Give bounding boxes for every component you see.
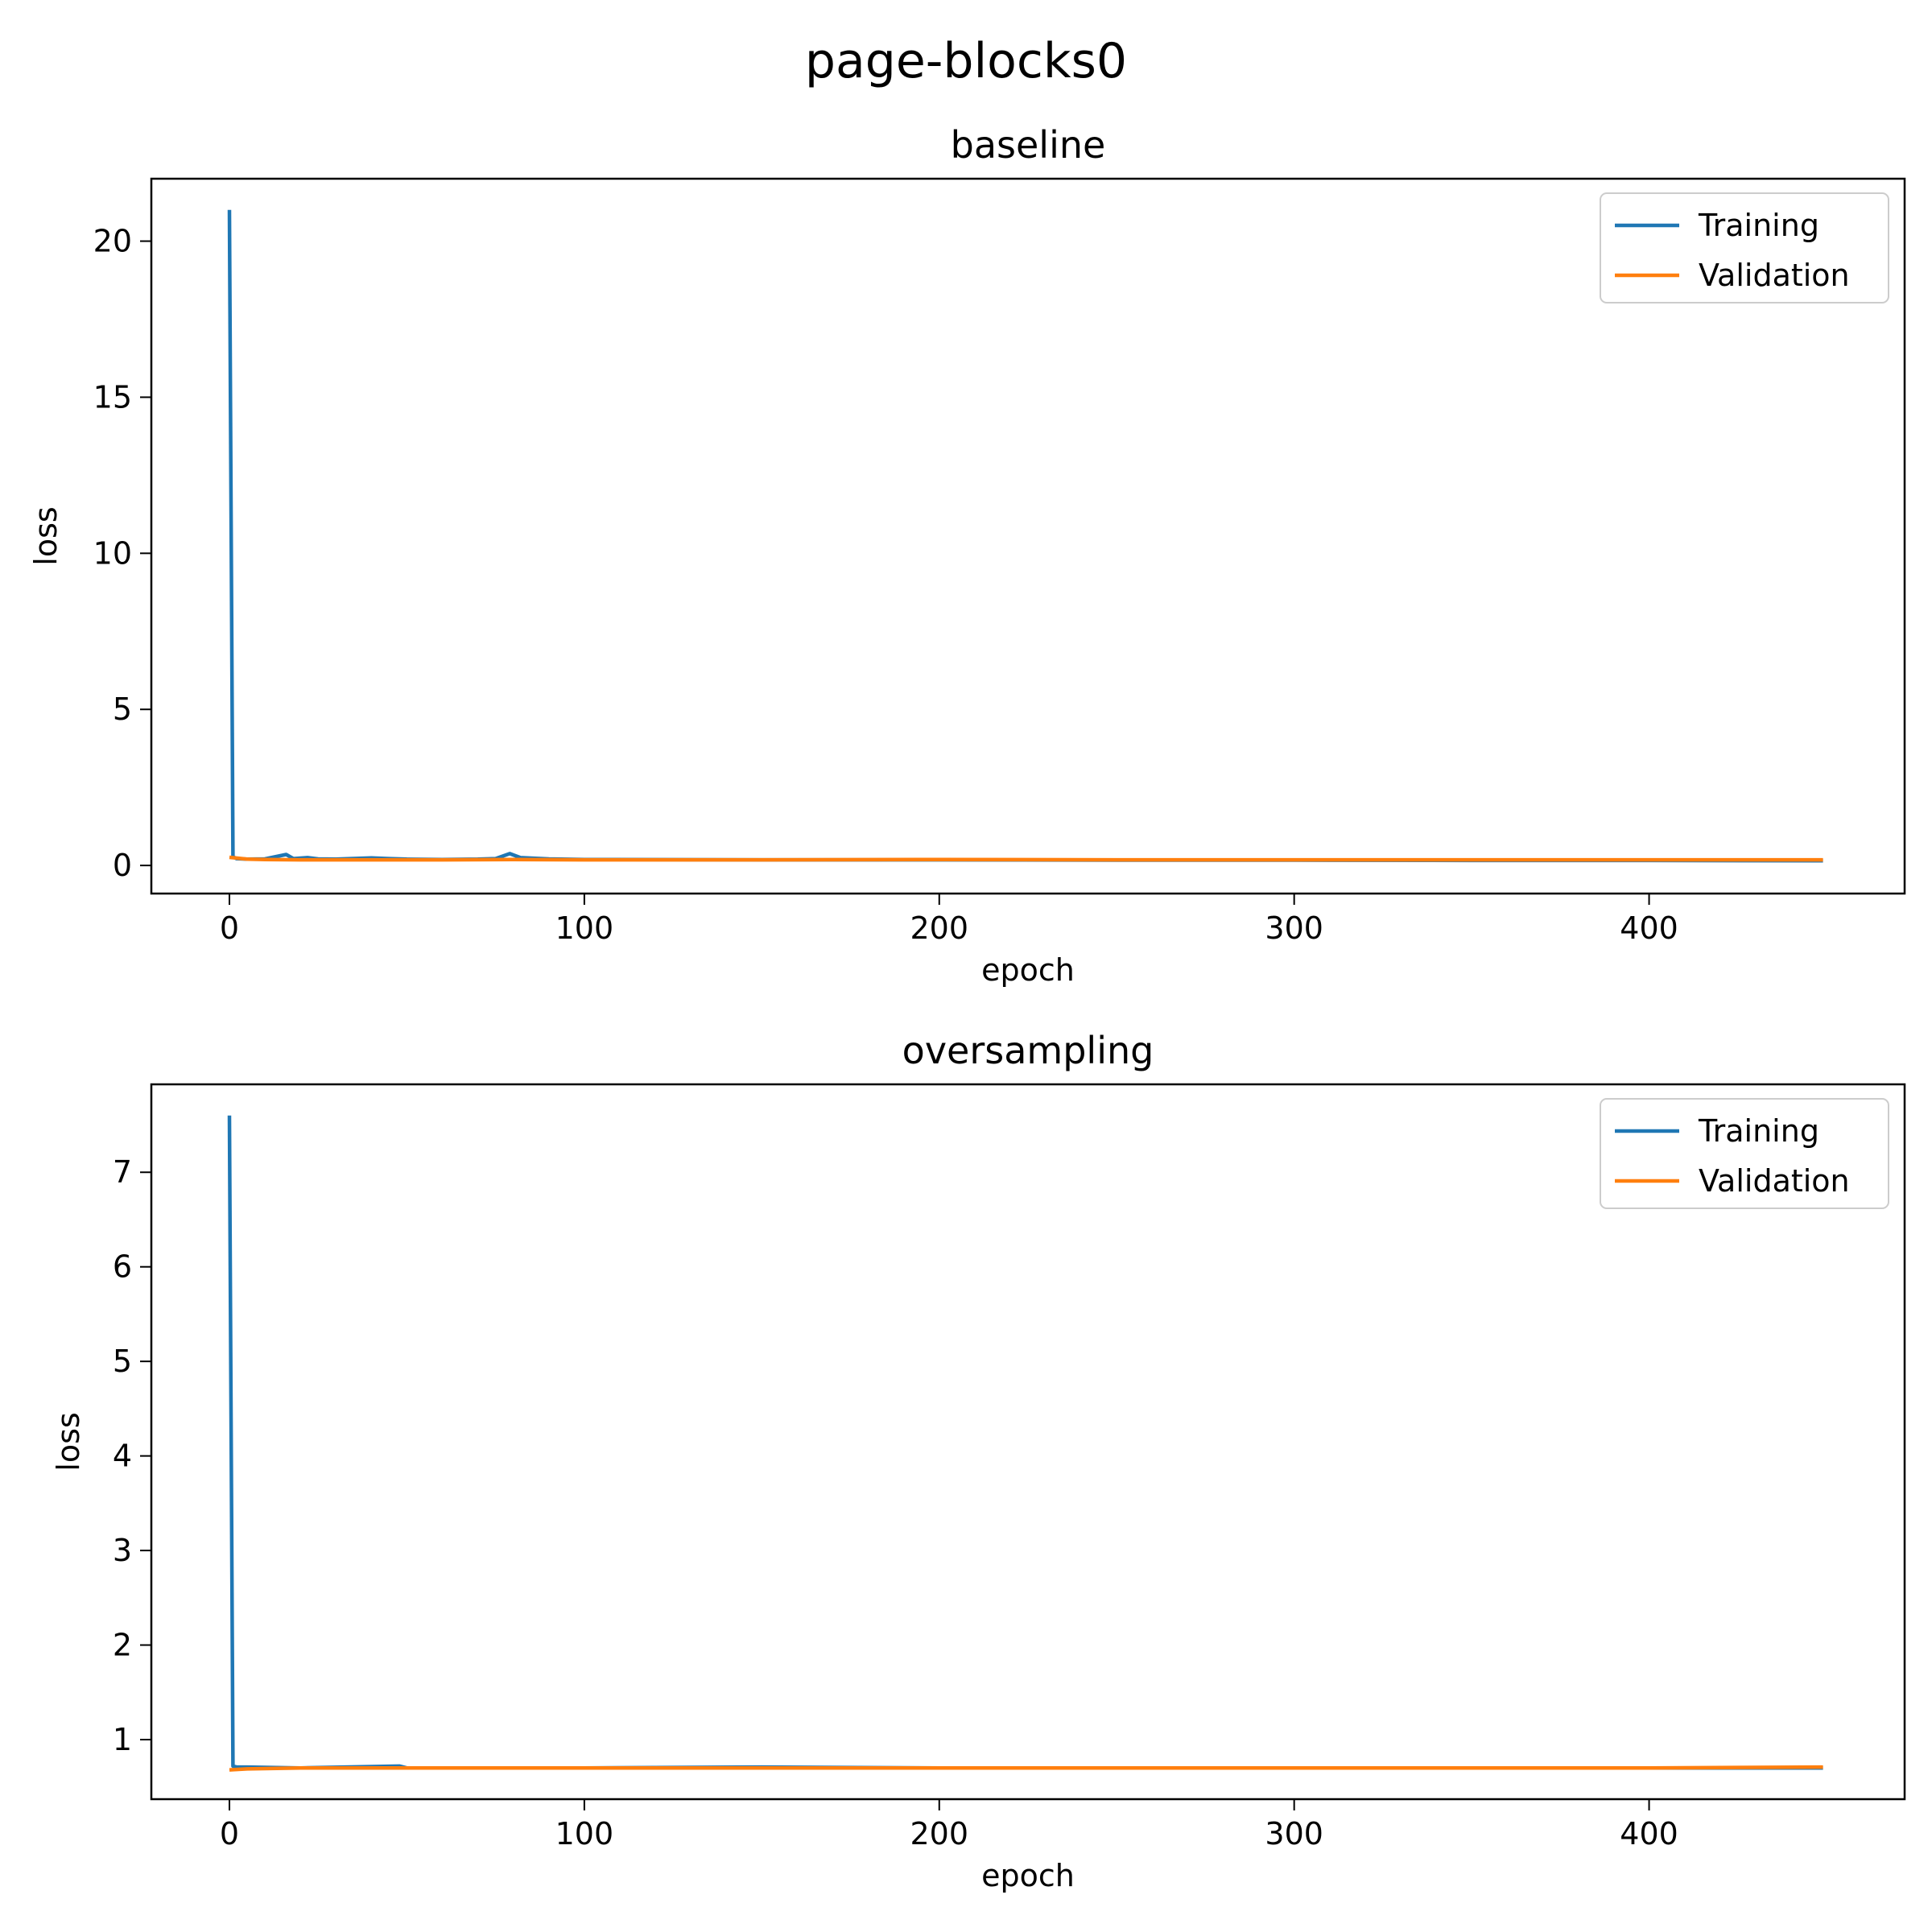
oversampling-ytick-label: 3 xyxy=(113,1533,132,1568)
oversampling-ytick-label: 6 xyxy=(113,1249,132,1285)
baseline-legend-label-validation: Validation xyxy=(1699,258,1850,293)
oversampling-ylabel: loss xyxy=(51,1412,86,1471)
oversampling-panel: oversampling 0 100 200 300 400 1 2 3 4 5 6 7 epoch los… xyxy=(51,1029,1906,1893)
oversampling-ytick-label: 1 xyxy=(113,1722,132,1757)
baseline-xtick-label: 0 xyxy=(220,910,239,946)
baseline-ytick-label: 20 xyxy=(93,224,132,259)
baseline-ytick-label: 0 xyxy=(113,848,132,883)
baseline-ylabel: loss xyxy=(28,506,64,565)
baseline-ytick-label: 10 xyxy=(93,535,132,571)
baseline-title: baseline xyxy=(951,123,1106,167)
baseline-legend: Training Validation xyxy=(1600,192,1889,303)
oversampling-xtick-label: 100 xyxy=(555,1816,614,1852)
baseline-panel: baseline 0 100 200 300 400 0 5 10 15 20 epoch loss Tr… xyxy=(28,123,1906,988)
oversampling-series-training xyxy=(227,1115,1823,1770)
oversampling-legend-label-validation: Validation xyxy=(1699,1163,1850,1199)
baseline-axes-frame xyxy=(150,177,1906,895)
oversampling-series-validation xyxy=(229,1765,1823,1772)
oversampling-xlabel: epoch xyxy=(981,1858,1075,1893)
oversampling-title: oversampling xyxy=(902,1029,1154,1072)
baseline-series-training xyxy=(227,209,1823,863)
oversampling-ytick-label: 4 xyxy=(113,1439,132,1474)
baseline-xtick-label: 100 xyxy=(555,910,614,946)
oversampling-ytick-label: 5 xyxy=(113,1344,132,1379)
oversampling-xtick-label: 200 xyxy=(910,1816,969,1852)
baseline-xlabel: epoch xyxy=(981,952,1075,988)
oversampling-legend: Training Validation xyxy=(1600,1098,1889,1209)
figure-title: page-blocks0 xyxy=(805,33,1127,89)
oversampling-legend-label-training: Training xyxy=(1698,1113,1819,1149)
baseline-xtick-label: 200 xyxy=(910,910,969,946)
oversampling-ytick-label: 2 xyxy=(113,1628,132,1663)
baseline-ytick-label: 5 xyxy=(113,691,132,727)
baseline-xtick-label: 400 xyxy=(1620,910,1678,946)
baseline-ytick-label: 15 xyxy=(93,379,132,415)
oversampling-ytick-label: 7 xyxy=(113,1154,132,1190)
baseline-xtick-label: 300 xyxy=(1265,910,1323,946)
oversampling-xtick-label: 300 xyxy=(1265,1816,1323,1852)
baseline-legend-label-training: Training xyxy=(1698,208,1819,243)
oversampling-xtick-label: 400 xyxy=(1620,1816,1678,1852)
baseline-series-validation xyxy=(229,855,1823,862)
oversampling-xtick-label: 0 xyxy=(220,1816,239,1852)
oversampling-axes-frame xyxy=(150,1083,1906,1801)
